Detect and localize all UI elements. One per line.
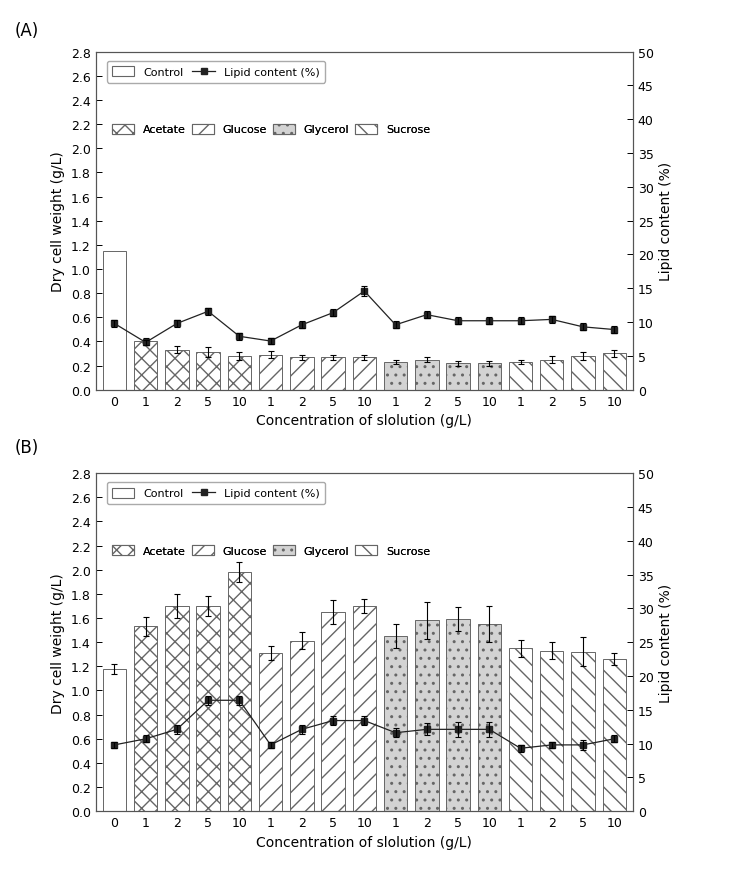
X-axis label: Concentration of slolution (g/L): Concentration of slolution (g/L)	[256, 835, 473, 849]
Bar	[259, 653, 283, 811]
Bar	[509, 648, 532, 811]
Y-axis label: Lipid content (%): Lipid content (%)	[659, 583, 673, 702]
Bar	[290, 358, 314, 390]
Bar	[571, 356, 595, 390]
Legend: Acetate, Glucose, Glycerol, Sucrose: Acetate, Glucose, Glycerol, Sucrose	[107, 119, 436, 141]
Bar	[415, 360, 439, 390]
Bar	[165, 351, 188, 390]
Bar	[353, 606, 376, 811]
Bar	[322, 358, 344, 390]
Bar	[603, 660, 626, 811]
Bar	[540, 651, 564, 811]
Bar	[540, 360, 564, 390]
Legend: Acetate, Glucose, Glycerol, Sucrose: Acetate, Glucose, Glycerol, Sucrose	[107, 540, 436, 562]
Bar	[259, 355, 283, 390]
Bar	[384, 362, 407, 390]
Bar	[509, 362, 532, 390]
Bar	[290, 641, 314, 811]
Text: (A): (A)	[15, 22, 39, 40]
Bar	[353, 358, 376, 390]
Text: (B): (B)	[15, 438, 39, 457]
Bar	[603, 354, 626, 390]
Bar	[322, 612, 344, 811]
Bar	[165, 606, 188, 811]
Bar	[384, 637, 407, 811]
Bar	[134, 342, 158, 390]
X-axis label: Concentration of slolution (g/L): Concentration of slolution (g/L)	[256, 414, 473, 428]
Bar	[571, 652, 595, 811]
Bar	[197, 353, 220, 390]
Bar	[415, 621, 439, 811]
Bar	[197, 606, 220, 811]
Bar	[103, 252, 126, 390]
Y-axis label: Dry cell weight (g/L): Dry cell weight (g/L)	[52, 151, 66, 292]
Bar	[227, 573, 251, 811]
Bar	[446, 364, 470, 390]
Bar	[227, 356, 251, 390]
Bar	[134, 627, 158, 811]
Y-axis label: Dry cell weight (g/L): Dry cell weight (g/L)	[52, 572, 66, 713]
Bar	[103, 669, 126, 811]
Y-axis label: Lipid content (%): Lipid content (%)	[659, 162, 673, 281]
Bar	[478, 364, 501, 390]
Bar	[478, 624, 501, 811]
Bar	[446, 619, 470, 811]
